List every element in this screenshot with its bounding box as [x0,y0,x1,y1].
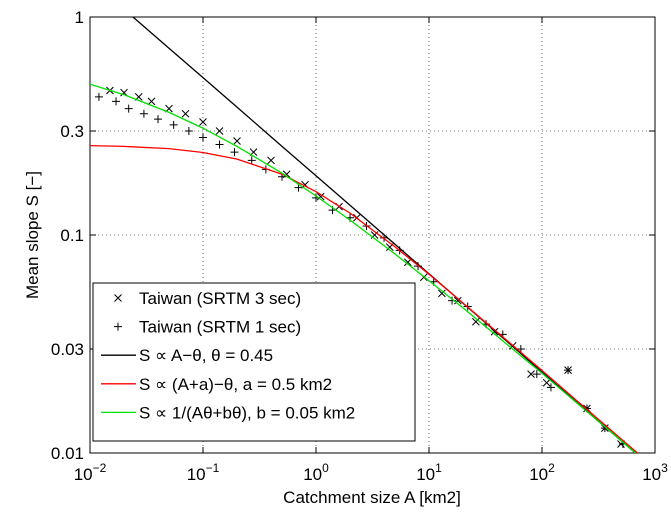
point [124,104,133,113]
point [215,140,224,149]
y-axis-label: Mean slope S [−] [23,171,42,299]
x-tick-label: 102 [529,461,555,484]
x-axis-label: Catchment size A [km2] [283,488,461,507]
legend-label: S ∝ (A+a)−θ, a = 0.5 km2 [139,375,332,394]
x-tick-label: 100 [303,461,329,484]
y-tick-label: 0.3 [60,122,84,141]
line [90,83,637,453]
point [147,97,156,106]
point [230,148,239,157]
plot-frame [89,16,656,454]
y-tick-label: 0.01 [51,444,84,463]
point [316,192,325,201]
point [199,133,207,142]
point [438,289,446,298]
legend-swatch [114,294,122,302]
x-tick-label: 101 [416,461,442,484]
point [94,92,103,101]
y-tick-label: 0.1 [60,226,84,245]
point [215,127,224,135]
point [472,317,480,326]
point [247,156,256,165]
point [233,137,241,145]
point [527,370,535,378]
legend-label: Taiwan (SRTM 3 sec) [139,289,301,308]
legend-label: S ∝ A−θ, θ = 0.45 [139,346,273,365]
y-tick-label: 1 [75,8,84,27]
legend-label: Taiwan (SRTM 1 sec) [139,318,301,337]
x-tick-label: 103 [642,461,668,484]
point [267,156,275,165]
point [564,366,573,375]
line [90,144,638,453]
x-tick-label: 10−2 [74,461,107,484]
y-tick-label: 0.03 [51,340,84,359]
legend-label: S ∝ 1/(Aθ+bθ), b = 0.05 km2 [139,403,355,422]
point [169,120,178,129]
point [181,109,190,118]
point [154,115,163,124]
legend-swatch [114,322,122,331]
point [532,370,541,379]
point [184,126,193,135]
point [112,97,121,106]
x-tick-label: 10−1 [187,461,220,484]
point [199,118,207,126]
legend-box [92,282,416,442]
point [139,109,148,118]
plot-content [90,17,638,453]
point [453,296,462,305]
point [546,383,555,392]
point [542,378,551,387]
